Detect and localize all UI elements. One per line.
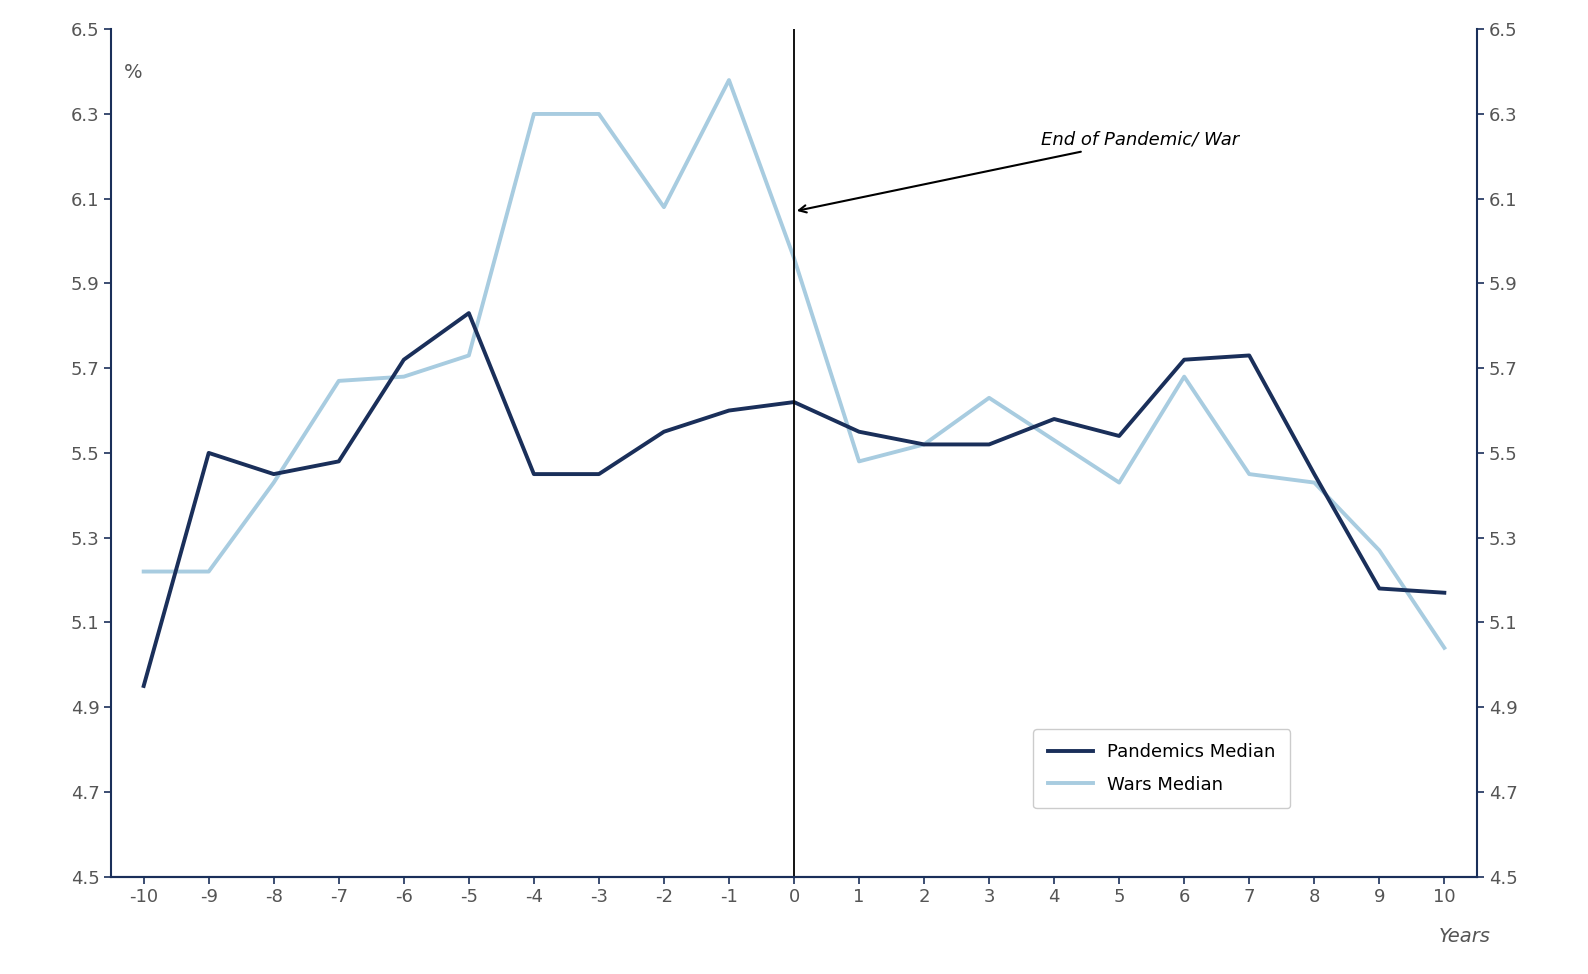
Legend: Pandemics Median, Wars Median: Pandemics Median, Wars Median	[1034, 729, 1291, 808]
Text: %: %	[124, 63, 143, 82]
Text: Years: Years	[1439, 927, 1491, 947]
Text: End of Pandemic/ War: End of Pandemic/ War	[799, 131, 1239, 212]
